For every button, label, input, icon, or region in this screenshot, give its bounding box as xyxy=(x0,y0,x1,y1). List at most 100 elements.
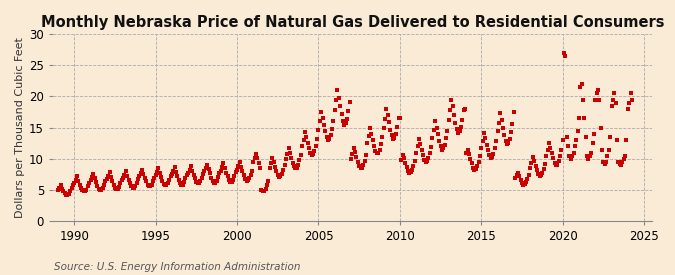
Point xyxy=(454,129,465,134)
Point xyxy=(516,180,527,185)
Point xyxy=(199,169,210,174)
Point xyxy=(548,156,559,161)
Point xyxy=(477,139,488,143)
Point xyxy=(226,180,237,184)
Point xyxy=(161,183,172,188)
Point xyxy=(549,161,560,165)
Point xyxy=(438,146,449,150)
Point xyxy=(131,180,142,185)
Point xyxy=(511,172,522,177)
Point xyxy=(481,142,492,147)
Point xyxy=(491,139,502,144)
Point xyxy=(265,161,276,166)
Point xyxy=(309,148,320,153)
Point xyxy=(441,136,452,141)
Point xyxy=(310,144,321,148)
Point xyxy=(624,100,634,105)
Point xyxy=(249,156,260,160)
Point xyxy=(473,160,484,164)
Point xyxy=(566,157,576,161)
Point xyxy=(272,173,283,177)
Point xyxy=(100,179,111,184)
Point xyxy=(347,152,358,156)
Point xyxy=(390,132,401,136)
Point xyxy=(127,186,138,191)
Point xyxy=(217,165,227,169)
Point xyxy=(288,161,298,165)
Point xyxy=(594,97,605,102)
Point xyxy=(321,135,332,139)
Point xyxy=(141,179,152,184)
Point xyxy=(183,170,194,175)
Point xyxy=(256,188,267,192)
Point xyxy=(616,163,626,167)
Point xyxy=(312,137,323,141)
Point xyxy=(430,119,441,124)
Point xyxy=(97,186,108,190)
Point xyxy=(555,154,566,159)
Point xyxy=(211,179,222,183)
Point xyxy=(612,138,622,142)
Point xyxy=(595,125,606,130)
Point xyxy=(572,129,583,133)
Point xyxy=(233,164,244,168)
Point xyxy=(597,147,608,152)
Point xyxy=(587,141,598,145)
Point xyxy=(171,170,182,174)
Point xyxy=(487,155,497,159)
Point xyxy=(293,163,304,167)
Point xyxy=(257,189,268,194)
Point xyxy=(356,166,367,170)
Point xyxy=(252,156,263,161)
Point xyxy=(81,187,92,192)
Point xyxy=(316,110,327,114)
Point xyxy=(279,163,290,167)
Point xyxy=(103,174,113,178)
Point xyxy=(296,152,306,157)
Point xyxy=(410,159,421,163)
Point xyxy=(245,172,256,177)
Point xyxy=(520,180,531,184)
Point xyxy=(74,182,85,187)
Point xyxy=(244,176,254,181)
Point xyxy=(453,131,464,135)
Point xyxy=(460,107,470,111)
Point xyxy=(289,164,300,169)
Point xyxy=(593,88,603,92)
Point xyxy=(531,168,542,172)
Point xyxy=(340,121,351,125)
Point xyxy=(335,104,346,108)
Point xyxy=(230,170,241,174)
Point xyxy=(57,187,68,191)
Point xyxy=(68,183,78,188)
Point xyxy=(541,154,551,158)
Point xyxy=(187,169,198,173)
Point xyxy=(507,122,518,126)
Point xyxy=(625,91,636,95)
Point xyxy=(575,85,586,89)
Point xyxy=(578,97,589,102)
Point xyxy=(85,178,96,182)
Point xyxy=(452,127,462,131)
Point xyxy=(485,156,496,160)
Point xyxy=(298,138,309,142)
Point xyxy=(240,177,250,181)
Point xyxy=(306,153,317,157)
Point xyxy=(378,125,389,130)
Point xyxy=(437,147,448,152)
Point xyxy=(405,170,416,174)
Point xyxy=(277,172,288,176)
Point xyxy=(286,156,297,160)
Point xyxy=(360,153,371,157)
Point xyxy=(53,188,63,192)
Point xyxy=(355,166,366,170)
Point xyxy=(82,184,93,188)
Point xyxy=(503,141,514,145)
Point xyxy=(427,136,438,140)
Point xyxy=(246,169,257,173)
Point xyxy=(396,158,406,163)
Point xyxy=(196,175,207,180)
Point xyxy=(484,153,495,157)
Point xyxy=(165,174,176,178)
Point xyxy=(72,174,82,178)
